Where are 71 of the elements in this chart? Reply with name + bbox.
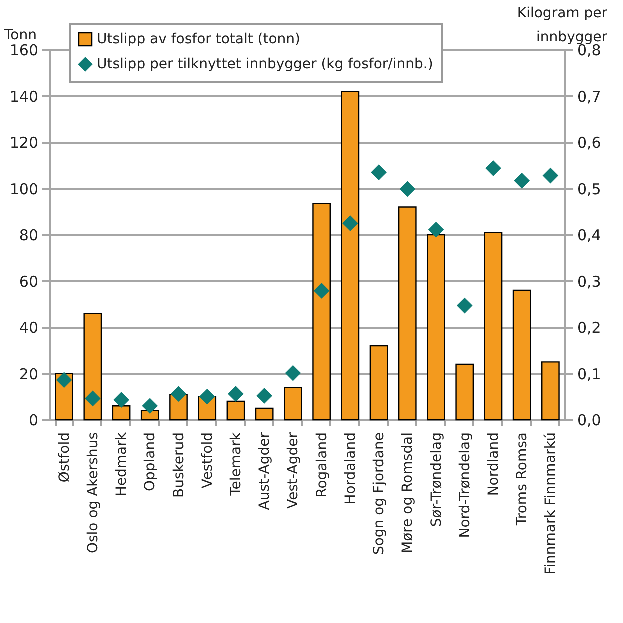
x-tick-label: Sogn og Fjordane <box>372 432 388 556</box>
x-tick-label: Østfold <box>56 432 73 483</box>
y-tick-label: 100 <box>10 180 38 198</box>
bar <box>312 203 331 421</box>
point <box>486 160 501 176</box>
x-tick-label: Nord-Trøndelag <box>457 432 474 538</box>
bar <box>84 313 102 421</box>
y2-tick-label: 0,5 <box>578 180 602 198</box>
bar <box>284 387 302 421</box>
point <box>171 386 186 402</box>
y-tick-label: 0 <box>28 412 38 430</box>
point <box>314 283 330 298</box>
point <box>56 372 72 388</box>
point <box>372 165 387 180</box>
legend-label: Utslipp per tilknyttet innbygger (kg fosfor/innb.) <box>97 56 434 72</box>
x-tick-label: Møre og Romsdal <box>400 432 416 554</box>
y-tick-label: 160 <box>10 42 38 60</box>
point <box>400 182 416 197</box>
x-tick-label: Telemark <box>228 432 244 497</box>
bar <box>484 232 503 421</box>
x-tick-label: Hordaland <box>342 432 359 505</box>
y2-tick-label: 0,1 <box>578 365 602 384</box>
bar <box>226 400 246 421</box>
y-axis-title: Tonn <box>4 28 37 44</box>
x-tick-label: Buskerud <box>171 432 188 498</box>
bar <box>140 410 160 421</box>
bar <box>542 362 560 421</box>
point <box>286 366 301 381</box>
bar <box>427 234 446 421</box>
x-tick-label: Hedmark <box>114 432 130 497</box>
bar <box>255 408 274 421</box>
point <box>457 298 472 314</box>
bar <box>456 364 474 421</box>
y-tick-label: 80 <box>19 226 38 244</box>
point <box>85 391 100 406</box>
legend-label: Utslipp av fosfor totalt (tonn) <box>97 32 301 48</box>
point <box>200 389 215 404</box>
point <box>543 168 558 184</box>
y2-tick-label: 0,7 <box>578 88 602 106</box>
x-tick-label: Nordland <box>486 432 502 496</box>
bar <box>512 290 532 421</box>
x-tick-label: Aust-Agder <box>257 432 274 510</box>
y-tick-label: 60 <box>19 272 38 291</box>
x-tick-label: Vest-Agder <box>286 432 302 509</box>
x-tick-label: Rogaland <box>314 432 330 498</box>
point <box>514 173 530 188</box>
y-tick-label: 20 <box>19 365 38 384</box>
x-tick-label: Vestfold <box>200 432 216 489</box>
y-tick-label: 40 <box>19 319 38 337</box>
x-tick-label: Oppland <box>142 432 159 492</box>
x-tick-label: Sør-Trøndelag <box>428 432 445 528</box>
x-tick-label: Oslo og Akershus <box>85 432 102 554</box>
y-tick-label: 120 <box>10 134 38 152</box>
bar <box>370 345 388 421</box>
point <box>114 392 130 408</box>
point <box>142 398 158 414</box>
point <box>342 216 358 231</box>
y2-tick-label: 0,6 <box>578 134 602 152</box>
x-tick-label: Finnmark Finnmarkú <box>543 432 560 575</box>
bar <box>341 91 360 421</box>
bar <box>398 206 417 421</box>
y2-tick-label: 0,0 <box>578 412 602 430</box>
point <box>428 222 444 238</box>
y2-tick-label: 0,4 <box>578 226 602 244</box>
point <box>228 386 244 402</box>
y2-tick-label: 0,2 <box>578 319 602 337</box>
bar <box>112 406 131 421</box>
point <box>257 388 272 404</box>
y2-tick-label: 0,3 <box>578 272 602 291</box>
y-tick-label: 140 <box>10 88 38 106</box>
x-tick-label: Troms Romsa <box>514 432 531 527</box>
